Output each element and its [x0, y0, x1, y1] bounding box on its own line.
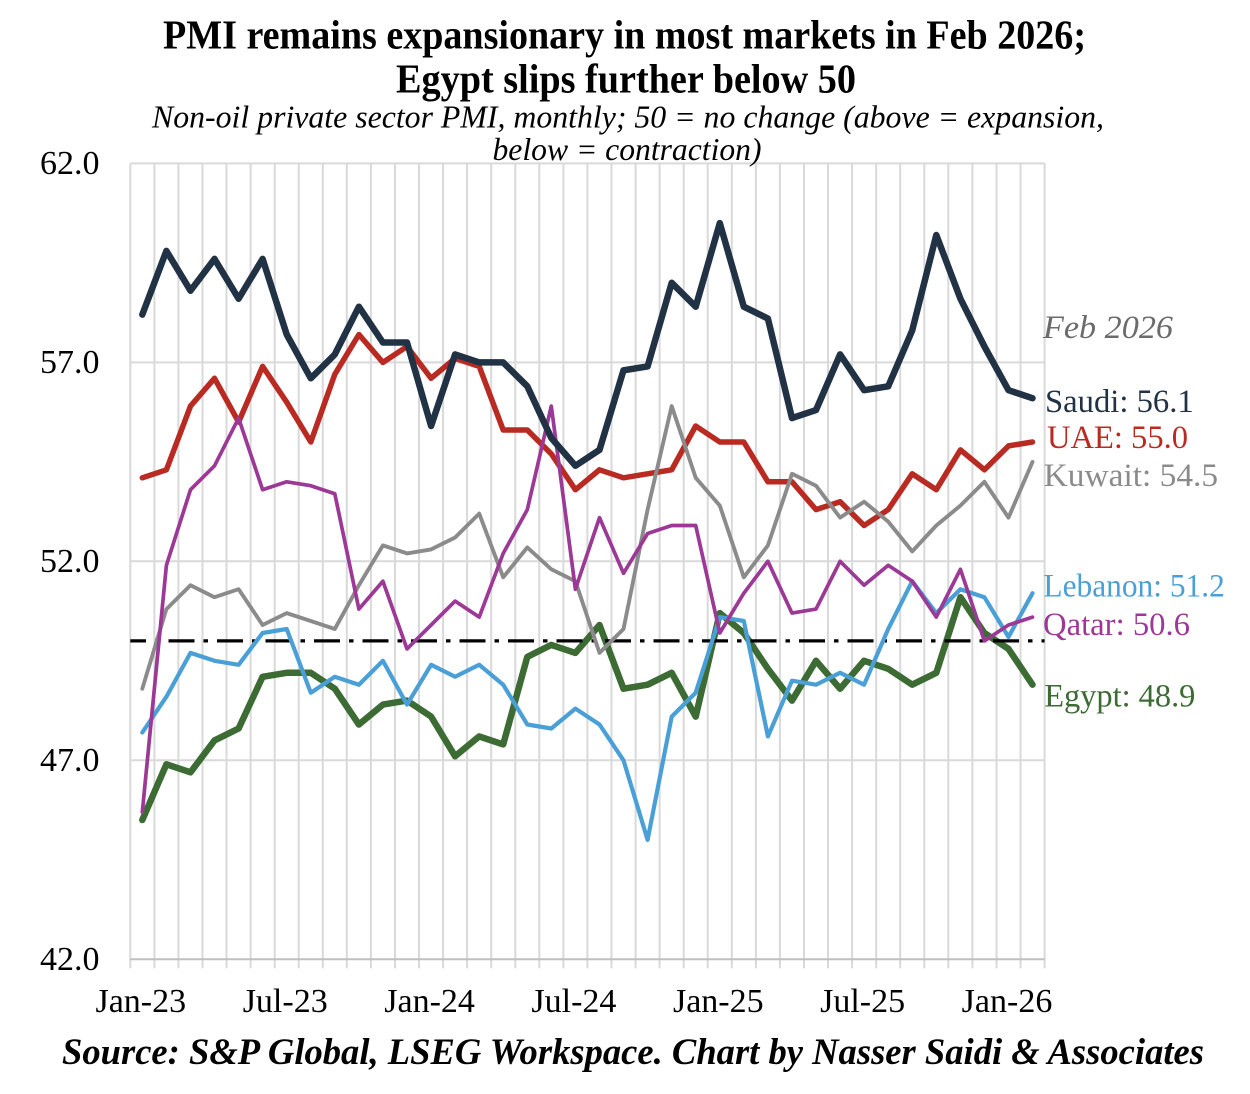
- svg-text:Lebanon: 51.2: Lebanon: 51.2: [1043, 569, 1224, 605]
- svg-text:42.0: 42.0: [40, 941, 100, 978]
- svg-text:Qatar: 50.6: Qatar: 50.6: [1043, 607, 1190, 643]
- svg-text:62.0: 62.0: [40, 145, 100, 182]
- svg-text:Non-oil private sector PMI, mo: Non-oil private sector PMI, monthly; 50 …: [151, 99, 1104, 135]
- svg-text:Egypt slips further below 50: Egypt slips further below 50: [396, 56, 856, 102]
- svg-text:52.0: 52.0: [40, 543, 100, 580]
- svg-text:Jan-25: Jan-25: [673, 983, 764, 1020]
- svg-text:Jul-25: Jul-25: [820, 983, 905, 1020]
- svg-text:PMI remains expansionary in mo: PMI remains expansionary in most markets…: [163, 12, 1086, 58]
- svg-text:Jan-24: Jan-24: [384, 983, 475, 1020]
- svg-text:Egypt: 48.9: Egypt: 48.9: [1044, 679, 1195, 715]
- svg-text:Jul-23: Jul-23: [243, 983, 328, 1020]
- svg-text:Feb 2026: Feb 2026: [1042, 310, 1174, 346]
- svg-text:below = contraction): below = contraction): [493, 131, 762, 167]
- svg-text:UAE: 55.0: UAE: 55.0: [1047, 420, 1188, 456]
- svg-text:Jan-23: Jan-23: [95, 983, 186, 1020]
- svg-text:Source: S&P Global, LSEG Works: Source: S&P Global, LSEG Workspace. Char…: [62, 1032, 1204, 1073]
- svg-text:Jan-26: Jan-26: [962, 983, 1053, 1020]
- svg-text:57.0: 57.0: [40, 344, 100, 381]
- svg-text:Saudi: 56.1: Saudi: 56.1: [1045, 384, 1194, 420]
- svg-text:Kuwait: 54.5: Kuwait: 54.5: [1044, 458, 1218, 494]
- svg-text:47.0: 47.0: [40, 742, 100, 779]
- svg-text:Jul-24: Jul-24: [531, 983, 616, 1020]
